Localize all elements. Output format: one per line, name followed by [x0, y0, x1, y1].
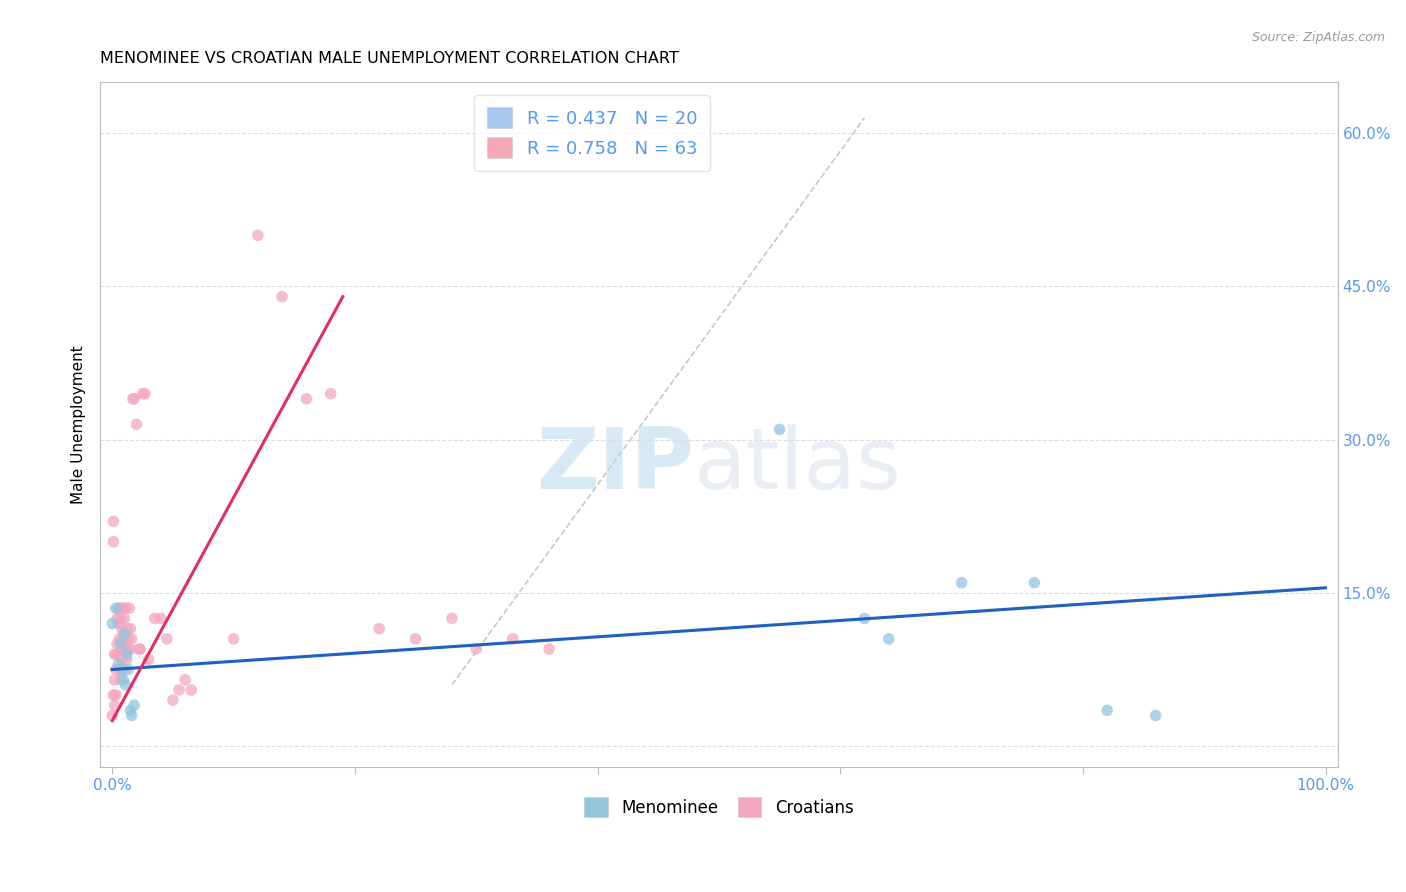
- Point: [180, 682, 202, 697]
- Point: [101, 708, 124, 723]
- Point: [112, 663, 135, 677]
- Point: [115, 647, 138, 661]
- Point: [138, 652, 160, 666]
- Point: [104, 601, 127, 615]
- Text: MENOMINEE VS CROATIAN MALE UNEMPLOYMENT CORRELATION CHART: MENOMINEE VS CROATIAN MALE UNEMPLOYMENT …: [100, 51, 679, 66]
- Point: [167, 682, 190, 697]
- Point: [112, 601, 135, 615]
- Point: [110, 673, 132, 687]
- Point: [104, 698, 127, 713]
- Point: [110, 637, 132, 651]
- Point: [174, 673, 197, 687]
- Point: [104, 647, 127, 661]
- Point: [104, 663, 127, 677]
- Point: [105, 611, 128, 625]
- Point: [107, 647, 129, 661]
- Point: [877, 632, 900, 646]
- Point: [108, 632, 131, 646]
- Point: [115, 622, 138, 636]
- Text: Source: ZipAtlas.com: Source: ZipAtlas.com: [1251, 31, 1385, 45]
- Point: [112, 611, 135, 625]
- Point: [121, 708, 143, 723]
- Point: [103, 515, 125, 529]
- Point: [271, 290, 294, 304]
- Point: [110, 611, 132, 625]
- Point: [112, 673, 135, 687]
- Point: [1024, 575, 1046, 590]
- Point: [101, 616, 124, 631]
- Point: [537, 642, 560, 657]
- Point: [122, 392, 145, 406]
- Point: [104, 647, 127, 661]
- Point: [111, 622, 134, 636]
- Point: [295, 392, 318, 406]
- Point: [104, 673, 127, 687]
- Point: [120, 622, 142, 636]
- Point: [122, 392, 145, 406]
- Point: [103, 534, 125, 549]
- Point: [117, 642, 139, 657]
- Point: [114, 678, 136, 692]
- Point: [107, 601, 129, 615]
- Point: [440, 611, 463, 625]
- Point: [114, 601, 136, 615]
- Point: [853, 611, 876, 625]
- Point: [368, 622, 391, 636]
- Point: [120, 703, 142, 717]
- Point: [108, 663, 131, 677]
- Point: [121, 632, 143, 646]
- Point: [117, 663, 139, 677]
- Point: [222, 632, 245, 646]
- Point: [110, 601, 132, 615]
- Point: [111, 663, 134, 677]
- Point: [502, 632, 524, 646]
- Point: [143, 611, 166, 625]
- Point: [114, 642, 136, 657]
- Point: [1144, 708, 1167, 723]
- Point: [112, 632, 135, 646]
- Point: [105, 637, 128, 651]
- Point: [104, 688, 127, 702]
- Point: [162, 693, 184, 707]
- Point: [103, 688, 125, 702]
- Point: [950, 575, 973, 590]
- Legend: Menominee, Croatians: Menominee, Croatians: [578, 790, 860, 823]
- Point: [465, 642, 488, 657]
- Point: [405, 632, 427, 646]
- Point: [246, 228, 269, 243]
- Y-axis label: Male Unemployment: Male Unemployment: [72, 345, 86, 504]
- Point: [125, 417, 148, 432]
- Point: [134, 386, 156, 401]
- Point: [112, 642, 135, 657]
- Point: [117, 632, 139, 646]
- Point: [129, 642, 152, 657]
- Point: [107, 657, 129, 672]
- Point: [112, 626, 135, 640]
- Point: [107, 616, 129, 631]
- Point: [319, 386, 342, 401]
- Point: [120, 642, 142, 657]
- Text: atlas: atlas: [695, 424, 903, 507]
- Point: [118, 601, 141, 615]
- Point: [768, 422, 790, 436]
- Point: [115, 652, 138, 666]
- Point: [122, 698, 145, 713]
- Text: ZIP: ZIP: [536, 424, 695, 507]
- Point: [1095, 703, 1118, 717]
- Point: [131, 386, 153, 401]
- Point: [149, 611, 172, 625]
- Point: [128, 642, 150, 657]
- Point: [111, 652, 134, 666]
- Point: [156, 632, 179, 646]
